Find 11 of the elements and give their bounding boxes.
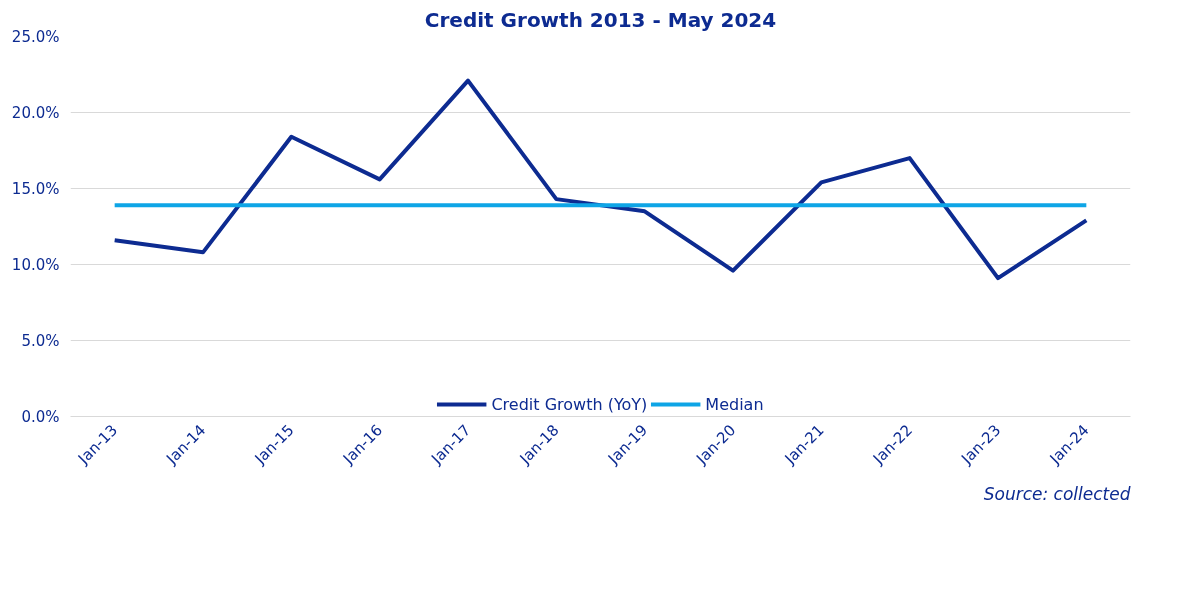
y-tick-label: 25.0% [11, 27, 60, 46]
source-note: Source: collected [983, 483, 1131, 504]
y-tick-label: 15.0% [11, 179, 60, 198]
legend-label: Median [705, 394, 764, 414]
legend-label: Credit Growth (YoY) [491, 394, 648, 414]
y-tick-label: 0.0% [21, 407, 60, 426]
chart-title: Credit Growth 2013 - May 2024 [424, 7, 777, 32]
line-series [112, 78, 1089, 281]
y-tick-label: 10.0% [11, 255, 60, 274]
y-tick-label: 5.0% [21, 331, 60, 350]
y-tick-label: 20.0% [11, 103, 60, 122]
